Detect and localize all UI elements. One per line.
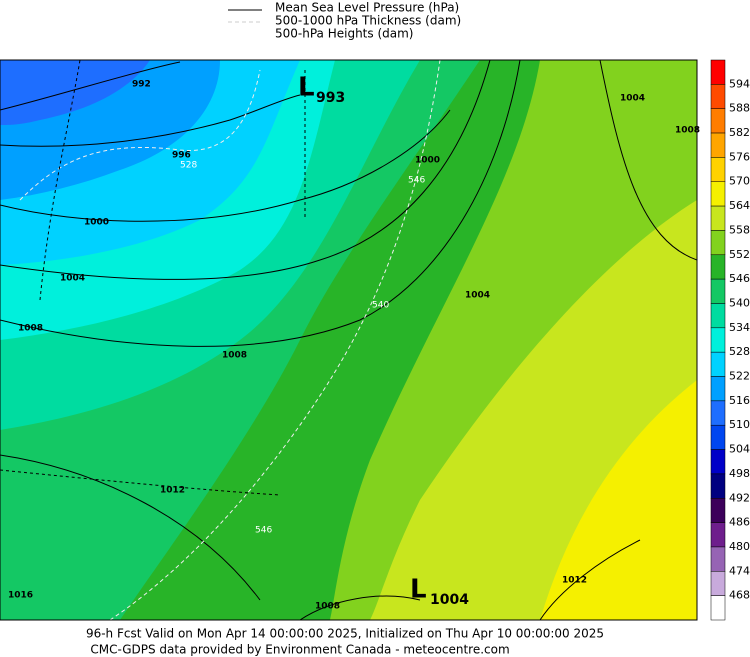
colorbar-label: 582 bbox=[729, 126, 750, 139]
low-symbol: L bbox=[410, 575, 427, 605]
colorbar-box bbox=[710, 424, 726, 450]
isobar-label: 1000 bbox=[84, 218, 109, 228]
colorbar-box bbox=[710, 157, 726, 182]
colorbar-label: 516 bbox=[729, 394, 750, 407]
thickness-label: 546 bbox=[255, 526, 272, 536]
colorbar-box bbox=[710, 181, 726, 207]
low-pressure: 993 bbox=[316, 90, 345, 106]
isobar-label: 1012 bbox=[562, 576, 587, 586]
legend-label: Mean Sea Level Pressure (hPa) bbox=[275, 1, 459, 15]
colorbar-box bbox=[710, 303, 726, 329]
band bbox=[0, 60, 150, 125]
colorbar-box bbox=[710, 351, 726, 377]
isobar-label: 1004 bbox=[465, 291, 490, 301]
colorbar-box bbox=[710, 595, 726, 621]
isobar-label: 996 bbox=[172, 151, 191, 161]
colorbar-box bbox=[710, 278, 726, 304]
colorbar-label: 486 bbox=[729, 516, 750, 529]
colorbar-label: 480 bbox=[729, 540, 750, 553]
colorbar-label: 498 bbox=[729, 467, 750, 480]
colorbar-box bbox=[710, 230, 726, 256]
thickness-lines bbox=[19, 60, 441, 620]
map-frame bbox=[0, 59, 698, 621]
colorbar-label: 528 bbox=[729, 345, 750, 358]
colorbar-box bbox=[710, 400, 726, 426]
isobar-label: 1004 bbox=[620, 94, 645, 104]
colorbar-box bbox=[710, 327, 726, 353]
colorbar-box bbox=[710, 449, 726, 475]
colorbar-label: 492 bbox=[729, 491, 750, 504]
colorbar-box bbox=[710, 571, 726, 596]
isobar-label: 992 bbox=[132, 80, 151, 90]
colorbar-label: 510 bbox=[729, 418, 750, 431]
thickness-label: 540 bbox=[372, 301, 389, 311]
colorbar-box bbox=[710, 473, 726, 499]
colorbar-box bbox=[710, 376, 726, 402]
colorbar-label: 504 bbox=[729, 443, 750, 456]
colorbar: 594 588 582 576 570 564 558 552 546 540 534 528 522 5… bbox=[710, 59, 750, 621]
colorbar-box bbox=[710, 84, 726, 109]
colorbar-box bbox=[710, 546, 726, 572]
height-lines bbox=[0, 60, 306, 496]
colorbar-label: 546 bbox=[729, 272, 750, 285]
isobars bbox=[0, 60, 697, 620]
colorbar-label: 468 bbox=[729, 589, 750, 602]
thickness-label: 546 bbox=[408, 176, 425, 186]
colorbar-label: 558 bbox=[729, 223, 750, 236]
colorbar-box bbox=[710, 132, 726, 158]
colorbar-box bbox=[710, 498, 726, 523]
colorbar-label: 564 bbox=[729, 199, 750, 212]
isobar-label: 1008 bbox=[675, 126, 700, 136]
thickness-label: 528 bbox=[180, 161, 197, 171]
isobar-label: 1016 bbox=[8, 591, 33, 601]
footer-line: 96-h Fcst Valid on Mon Apr 14 00:00:00 2… bbox=[86, 627, 604, 641]
colorbar-label: 474 bbox=[729, 564, 750, 577]
colorbar-box bbox=[710, 59, 726, 85]
colorbar-box bbox=[710, 522, 726, 548]
isobar-label: 1004 bbox=[60, 274, 85, 284]
colorbar-box bbox=[710, 205, 726, 231]
legend-label: 500-1000 hPa Thickness (dam) bbox=[275, 14, 461, 28]
low-symbol: L bbox=[298, 73, 315, 103]
colorbar-label: 552 bbox=[729, 248, 750, 261]
legend-label: 500-hPa Heights (dam) bbox=[275, 27, 413, 41]
isobar-label: 1000 bbox=[415, 156, 440, 166]
colorbar-box bbox=[710, 254, 726, 280]
map: 992 996 1000 1004 1008 1008 1012 1016 10… bbox=[0, 59, 700, 621]
colorbar-label: 534 bbox=[729, 321, 750, 334]
low-pressure: 1004 bbox=[430, 592, 469, 608]
colorbar-label: 594 bbox=[729, 77, 750, 90]
isobar-label: 1008 bbox=[222, 351, 247, 361]
isobar-label: 1012 bbox=[160, 486, 185, 496]
colorbar-box bbox=[710, 108, 726, 134]
colorbar-label: 588 bbox=[729, 102, 750, 115]
colorbar-label: 576 bbox=[729, 150, 750, 163]
colorbar-label: 570 bbox=[729, 175, 750, 188]
colorbar-label: 522 bbox=[729, 370, 750, 383]
colorbar-label: 540 bbox=[729, 296, 750, 309]
footer-line: CMC-GDPS data provided by Environment Ca… bbox=[90, 643, 509, 657]
isobar-label: 1008 bbox=[315, 602, 340, 612]
isobar-label: 1008 bbox=[18, 324, 43, 334]
